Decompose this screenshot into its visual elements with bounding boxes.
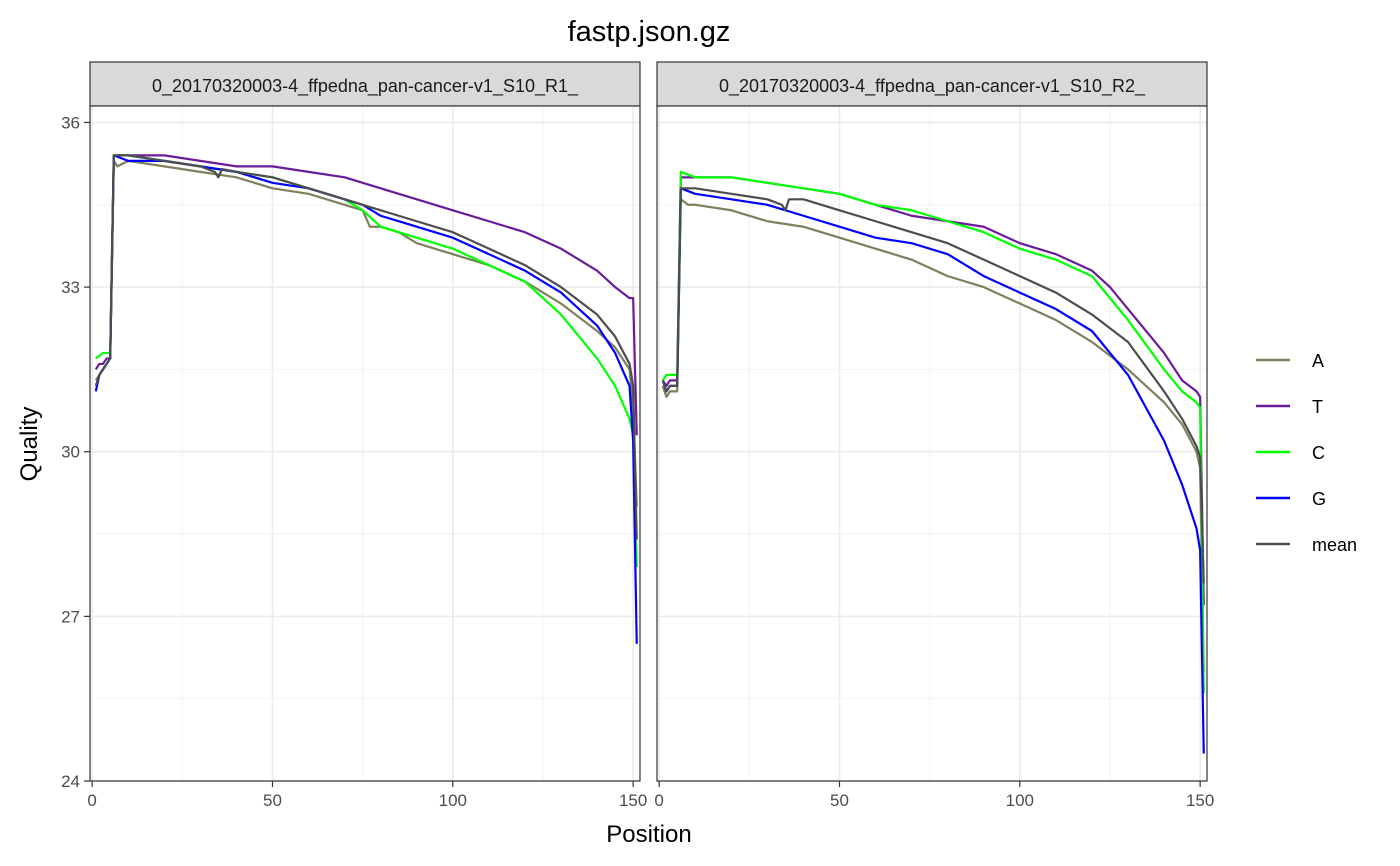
legend-label-T: T: [1312, 397, 1323, 417]
x-tick-label: 50: [263, 791, 282, 810]
legend-label-mean: mean: [1312, 535, 1357, 555]
legend-label-G: G: [1312, 489, 1326, 509]
x-tick-label: 50: [830, 791, 849, 810]
x-ticks-r2: 0 50 100 150: [654, 781, 1214, 810]
y-tick-label: 36: [61, 113, 80, 132]
panel-background-r2: [657, 106, 1207, 781]
x-tick-label: 150: [1186, 791, 1214, 810]
facet-strip-r1: [89, 61, 641, 107]
x-ticks-r1: 0 50 100 150: [87, 781, 647, 810]
gridlines-r2: [657, 106, 1207, 782]
y-ticks: 24 27 30 33 36: [61, 113, 90, 791]
x-tick-label: 0: [87, 791, 96, 810]
series-line-mean: [94, 154, 638, 540]
y-tick-label: 24: [61, 772, 80, 791]
x-axis-title: Position: [606, 821, 691, 848]
panel-border-r2: [656, 105, 1208, 782]
y-tick-label: 27: [61, 607, 80, 626]
series-line-A: [661, 198, 1205, 672]
facet-panel-r1: 0_20170320003-4_ffpedna_pan-cancer-v1_S1…: [87, 61, 647, 810]
y-tick-label: 30: [61, 443, 80, 462]
x-tick-label: 100: [1006, 791, 1034, 810]
chart-title: fastp.json.gz: [568, 16, 731, 48]
panel-background-r1: [90, 106, 640, 781]
y-axis-title: Quality: [16, 407, 43, 482]
legend-label-A: A: [1312, 351, 1324, 371]
facet-panel-r2: 0_20170320003-4_ffpedna_pan-cancer-v1_S1…: [654, 61, 1214, 810]
series-lines-r2: [661, 170, 1205, 754]
panel-border-r1: [89, 105, 641, 782]
series-line-mean: [661, 187, 1205, 584]
x-tick-label: 100: [439, 791, 467, 810]
y-tick-label: 33: [61, 278, 80, 297]
facet-strip-label-r1: 0_20170320003-4_ffpedna_pan-cancer-v1_S1…: [152, 76, 579, 97]
legend-label-C: C: [1312, 443, 1325, 463]
series-lines-r1: [94, 154, 638, 644]
x-tick-label: 150: [619, 791, 647, 810]
facet-strip-r2: [656, 61, 1208, 107]
x-tick-label: 0: [654, 791, 663, 810]
facet-strip-label-r2: 0_20170320003-4_ffpedna_pan-cancer-v1_S1…: [719, 76, 1146, 97]
